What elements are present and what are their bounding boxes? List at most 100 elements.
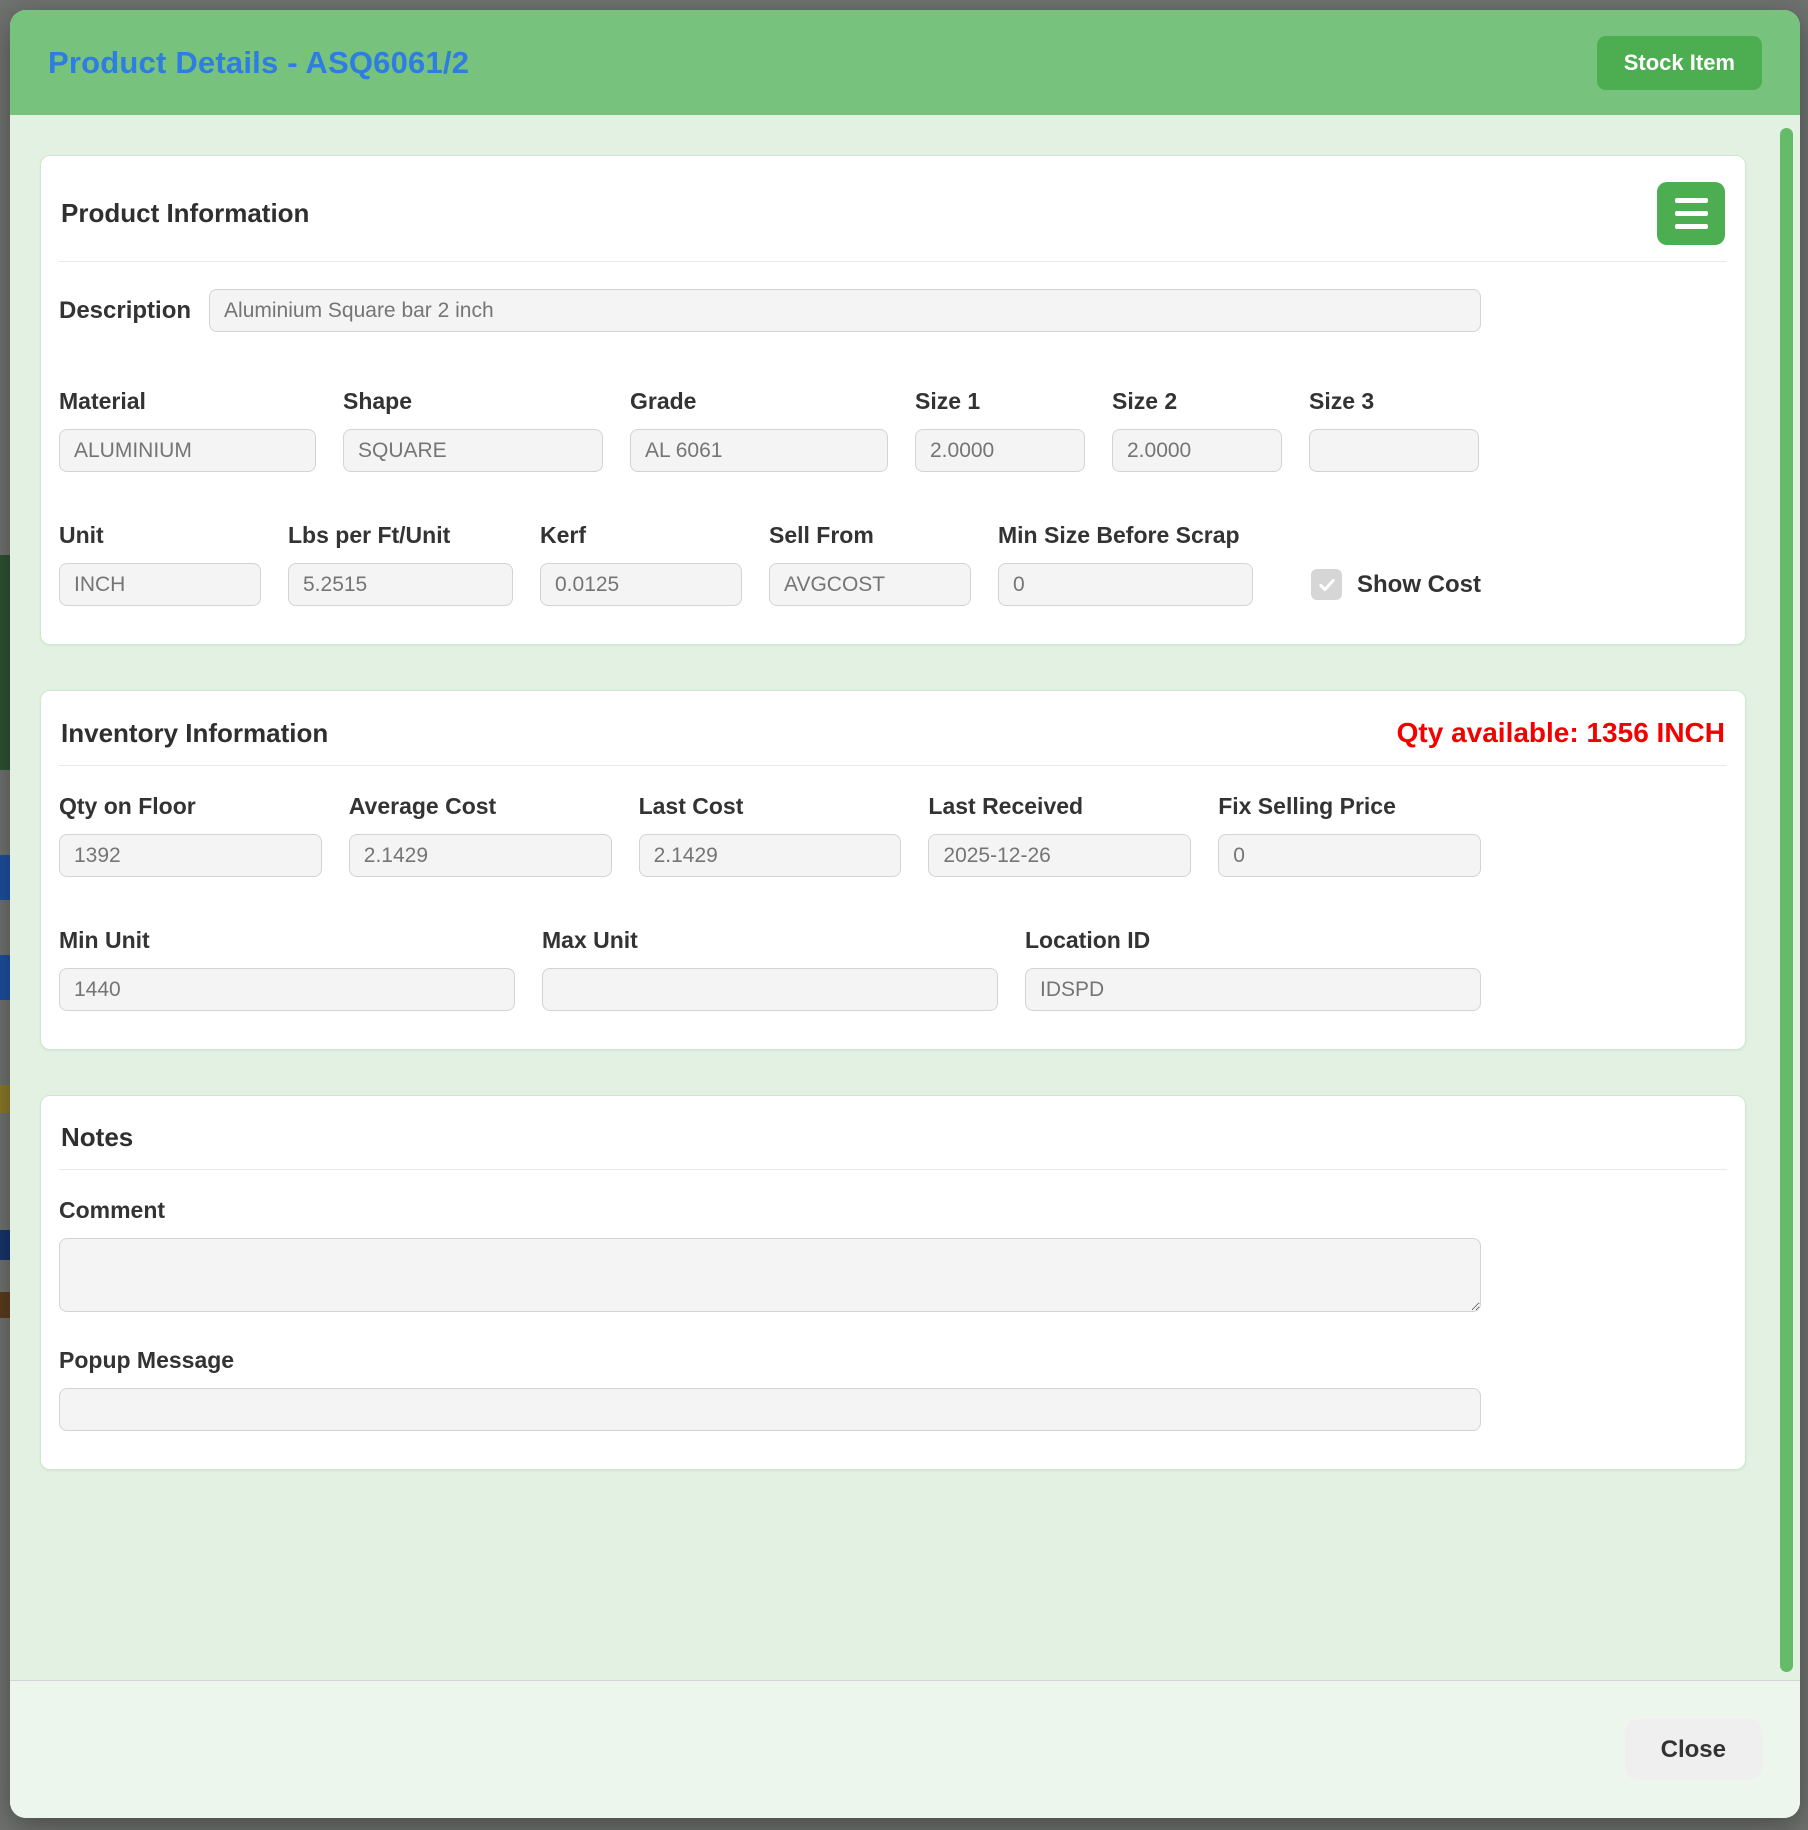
average-cost-label: Average Cost (348, 793, 497, 819)
field-last-received: Last Received (928, 793, 1192, 877)
field-grade: Grade (630, 388, 888, 472)
field-max-unit: Max Unit (542, 927, 998, 1011)
material-input[interactable] (59, 429, 316, 472)
inventory-row-1: Qty on Floor Average Cost Last Cost Last… (59, 793, 1481, 877)
average-cost-input[interactable] (348, 834, 612, 877)
comment-textarea[interactable] (59, 1238, 1481, 1312)
inventory-row-2: Min Unit Max Unit Location ID (59, 927, 1481, 1011)
field-material: Material (59, 388, 316, 472)
field-size-1: Size 1 (915, 388, 1085, 472)
max-unit-label: Max Unit (542, 927, 638, 953)
location-id-label: Location ID (1025, 927, 1151, 953)
notes-content: Comment Popup Message (59, 1197, 1481, 1431)
lbs-per-ft-unit-label: Lbs per Ft/Unit (288, 522, 451, 548)
min-size-before-scrap-input[interactable] (998, 563, 1253, 606)
modal-header: Product Details - ASQ6061/2 Stock Item (10, 10, 1800, 115)
backdrop-fragment (0, 1085, 10, 1113)
checkmark-icon (1318, 578, 1335, 591)
show-cost-group: Show Cost (1311, 563, 1481, 606)
field-average-cost: Average Cost (348, 793, 612, 877)
hamburger-icon (1674, 198, 1708, 203)
show-cost-checkbox[interactable] (1311, 569, 1342, 600)
backdrop-fragment (0, 955, 10, 1000)
min-size-before-scrap-label: Min Size Before Scrap (998, 522, 1240, 548)
field-min-size-before-scrap: Min Size Before Scrap (998, 522, 1253, 606)
description-label: Description (59, 296, 192, 324)
fix-selling-price-input[interactable] (1218, 834, 1481, 877)
shape-input[interactable] (343, 429, 603, 472)
inventory-information-card: Inventory Information Qty available: 135… (40, 690, 1746, 1050)
field-qty-on-floor: Qty on Floor (59, 793, 322, 877)
product-row-2: Unit Lbs per Ft/Unit Kerf Sell From (59, 522, 1481, 606)
menu-button[interactable] (1657, 182, 1725, 245)
field-location-id: Location ID (1025, 927, 1481, 1011)
inventory-information-header: Inventory Information Qty available: 135… (59, 717, 1727, 766)
location-id-input[interactable] (1025, 968, 1481, 1011)
section-title-inventory-information: Inventory Information (61, 717, 329, 748)
kerf-label: Kerf (540, 522, 587, 548)
product-details-modal: Product Details - ASQ6061/2 Stock Item P… (10, 10, 1800, 1818)
field-kerf: Kerf (540, 522, 742, 606)
unit-label: Unit (59, 522, 104, 548)
modal-body: Product Information Description Material (10, 115, 1800, 1680)
close-button[interactable]: Close (1624, 1719, 1762, 1780)
material-label: Material (59, 388, 146, 414)
hamburger-icon (1674, 211, 1708, 216)
notes-card: Notes Comment Popup Message (40, 1095, 1746, 1470)
last-received-input[interactable] (928, 834, 1192, 877)
product-information-header: Product Information (59, 182, 1727, 262)
field-size-3: Size 3 (1309, 388, 1479, 472)
size-2-input[interactable] (1112, 429, 1282, 472)
notes-header: Notes (59, 1122, 1727, 1170)
description-row: Description (59, 289, 1481, 332)
size-3-input[interactable] (1309, 429, 1479, 472)
kerf-input[interactable] (540, 563, 742, 606)
product-information-card: Product Information Description Material (40, 155, 1746, 645)
grade-label: Grade (630, 388, 697, 414)
qty-on-floor-input[interactable] (59, 834, 322, 877)
backdrop-fragment (0, 1230, 10, 1260)
field-popup-message: Popup Message (59, 1347, 1481, 1431)
last-received-label: Last Received (928, 793, 1084, 819)
min-unit-label: Min Unit (59, 927, 150, 953)
field-sell-from: Sell From (769, 522, 971, 606)
field-size-2: Size 2 (1112, 388, 1282, 472)
stock-item-button[interactable]: Stock Item (1596, 35, 1762, 90)
section-title-product-information: Product Information (61, 198, 310, 228)
fix-selling-price-label: Fix Selling Price (1218, 793, 1396, 819)
unit-input[interactable] (59, 563, 261, 606)
scrollbar-thumb[interactable] (1780, 128, 1793, 1672)
popup-message-input[interactable] (59, 1388, 1481, 1431)
last-cost-input[interactable] (638, 834, 902, 877)
grade-input[interactable] (630, 429, 888, 472)
size-2-label: Size 2 (1112, 388, 1178, 414)
min-unit-input[interactable] (59, 968, 515, 1011)
shape-label: Shape (343, 388, 413, 414)
size-1-input[interactable] (915, 429, 1085, 472)
show-cost-label: Show Cost (1357, 570, 1481, 598)
field-lbs-per-ft-unit: Lbs per Ft/Unit (288, 522, 513, 606)
max-unit-input[interactable] (542, 968, 998, 1011)
last-cost-label: Last Cost (638, 793, 744, 819)
backdrop-fragment (0, 855, 10, 900)
inventory-information-content: Qty on Floor Average Cost Last Cost Last… (59, 793, 1481, 1011)
description-input[interactable] (209, 289, 1481, 332)
modal-footer: Close (10, 1680, 1800, 1818)
backdrop-fragment (0, 1292, 10, 1318)
section-title-notes: Notes (61, 1122, 134, 1152)
field-last-cost: Last Cost (638, 793, 902, 877)
sell-from-label: Sell From (769, 522, 874, 548)
field-fix-selling-price: Fix Selling Price (1218, 793, 1481, 877)
sell-from-input[interactable] (769, 563, 971, 606)
size-3-label: Size 3 (1309, 388, 1375, 414)
backdrop-fragment (0, 555, 10, 770)
qty-available-text: Qty available: 1356 INCH (1396, 717, 1725, 748)
hamburger-icon (1674, 224, 1708, 229)
field-min-unit: Min Unit (59, 927, 515, 1011)
size-1-label: Size 1 (915, 388, 981, 414)
modal-title: Product Details - ASQ6061/2 (48, 44, 470, 80)
comment-label: Comment (59, 1197, 166, 1223)
lbs-per-ft-unit-input[interactable] (288, 563, 513, 606)
field-shape: Shape (343, 388, 603, 472)
